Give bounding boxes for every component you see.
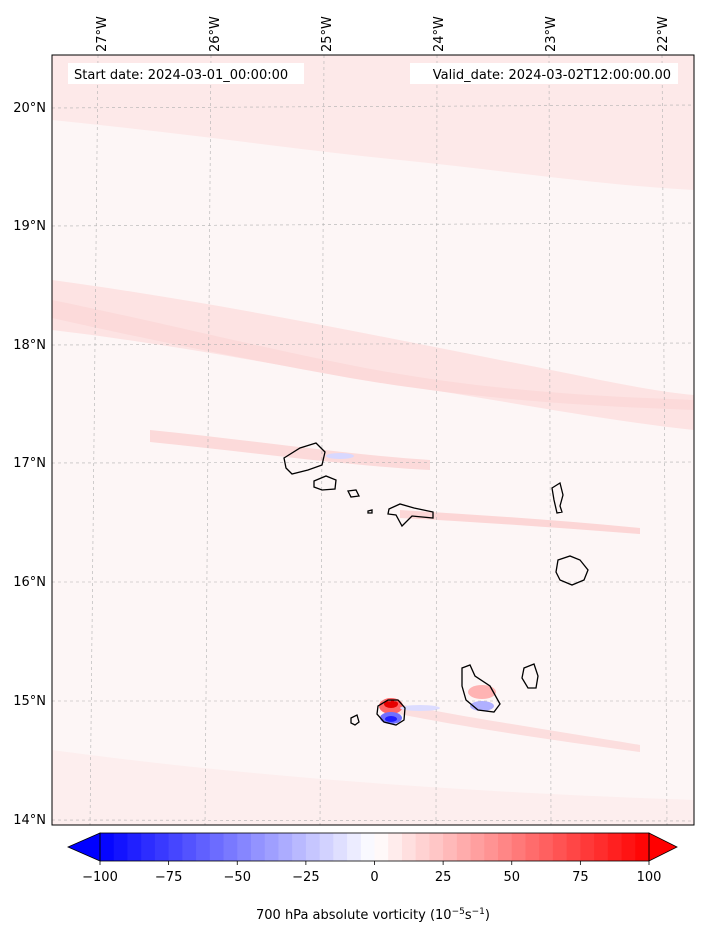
colorbar-cell [209,833,225,861]
lat-label: 19°N [13,219,46,234]
colorbar-min-extension [67,832,101,862]
colorbar-cell [250,833,266,861]
colorbar-cell [292,833,307,861]
colorbar-tick-label: −50 [224,870,251,885]
valid-date-text: Valid_date: 2024-03-02T12:00:00.00 [433,68,671,83]
colorbar-cell [443,833,458,861]
map-panel: Start date: 2024-03-01_00:00:00 Valid_da… [51,54,695,826]
lon-label: 25°W [320,16,335,52]
colorbar-cell [196,833,211,861]
colorbar-cell [223,833,238,861]
lat-label: 18°N [13,338,46,353]
colorbar-cell [539,833,554,861]
colorbar-label: 700 hPa absolute vorticity (10−5s−1) [256,907,490,923]
island-brava [350,714,360,726]
island-raso [367,509,373,514]
colorbar-cell [319,833,334,861]
colorbar-cell [113,833,129,861]
colorbar-tick-label: −100 [82,870,118,885]
colorbar-cell [635,833,650,861]
colorbar-cell [456,833,472,861]
colorbar-cell [484,833,499,861]
colorbar-cell [154,833,170,861]
colorbar-cell [264,833,280,861]
island-maio [521,663,539,689]
colorbar-tick-label: 0 [370,870,378,885]
colorbar-max-extension [648,832,678,862]
colorbar-tick-label: −25 [292,870,319,885]
colorbar-cell [127,833,142,861]
lat-label: 17°N [13,456,46,471]
colorbar-cell [498,833,513,861]
colorbar-cell [621,833,636,861]
lon-label: 23°W [544,16,559,52]
colorbar-cell [305,833,321,861]
colorbar-cell [415,833,430,861]
colorbar-cell [278,833,293,861]
colorbar-cell [594,833,609,861]
colorbar-cell [525,833,540,861]
start-date-text: Start date: 2024-03-01_00:00:00 [74,68,288,83]
island-santo-antao [283,442,326,475]
colorbar-cell [100,833,115,861]
start-date-annotation: Start date: 2024-03-01_00:00:00 [68,63,304,84]
valid-date-annotation: Valid_date: 2024-03-02T12:00:00.00 [410,63,678,84]
island-sao-vicente [313,475,337,491]
colorbar-cell [374,833,389,861]
colorbar-cell [401,833,417,861]
graticule [52,55,694,825]
colorbar: −100 −75 −50 −25 0 25 50 75 100 700 hPa absolute… [67,832,678,923]
colorbar-tick-label: 100 [637,870,662,885]
colorbar-ticks: −100 −75 −50 −25 0 25 50 75 100 [82,861,661,885]
lat-label: 16°N [13,575,46,590]
colorbar-tick-label: −75 [155,870,182,885]
lon-label: 22°W [656,16,671,52]
lon-label: 24°W [432,16,447,52]
colorbar-cell [566,833,581,861]
lat-label: 20°N [13,101,46,116]
lat-label: 15°N [13,694,46,709]
lon-label: 26°W [208,16,223,52]
island-sao-nicolau [387,503,434,528]
colorbar-cell [470,833,485,861]
colorbar-cell [168,833,183,861]
island-santiago [461,664,501,713]
island-santa-luzia [347,489,360,498]
island-boa-vista [555,555,589,586]
latitude-labels: 20°N 19°N 18°N 17°N 16°N 15°N 14°N [13,101,46,828]
island-fogo [376,699,406,726]
colorbar-tick-label: 50 [503,870,520,885]
colorbar-cell [607,833,623,861]
vorticity-field [52,55,694,825]
colorbar-cell [388,833,403,861]
colorbar-cell [141,833,156,861]
colorbar-cell [511,833,527,861]
longitude-labels: 27°W 26°W 25°W 24°W 23°W 22°W [95,16,671,52]
colorbar-cell [333,833,348,861]
colorbar-cell [580,833,595,861]
colorbar-cell [552,833,568,861]
colorbar-tick-label: 25 [435,870,452,885]
colorbar-cells [100,833,650,861]
colorbar-cell [182,833,197,861]
lon-label: 27°W [95,16,110,52]
colorbar-cell [360,833,376,861]
island-sal [551,481,564,514]
colorbar-cell [237,833,252,861]
coastlines [283,442,589,726]
colorbar-cell [347,833,362,861]
colorbar-tick-label: 75 [572,870,589,885]
lat-label: 14°N [13,813,46,828]
map-frame [51,54,695,826]
colorbar-cell [429,833,444,861]
